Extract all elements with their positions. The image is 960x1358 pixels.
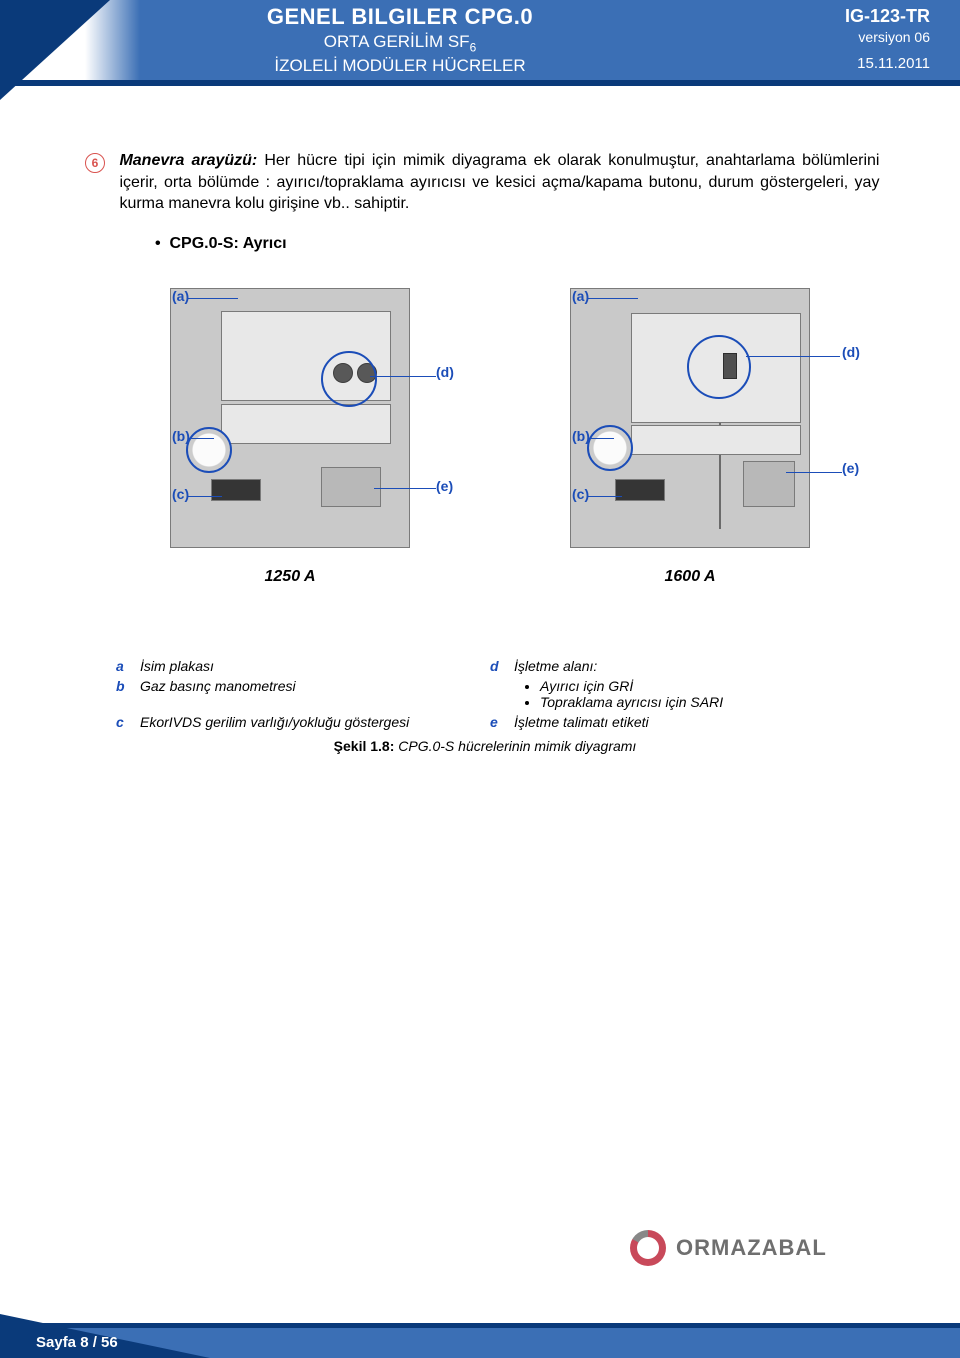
marker-c: (c) [572, 486, 589, 502]
leader-line [588, 298, 638, 299]
header-meta: IG-123-TR versiyon 06 15.11.2011 [845, 6, 930, 72]
instruction-label-box [321, 467, 381, 507]
logo-icon [630, 1230, 666, 1266]
brand-logo: ORMAZABAL [630, 1230, 827, 1266]
section-paragraph: Manevra arayüzü: Her hücre tipi için mim… [119, 150, 879, 215]
content-area: 6 Manevra arayüzü: Her hücre tipi için m… [85, 150, 885, 754]
marker-c: (c) [172, 486, 189, 502]
legend-subitem: Topraklama ayrıcısı için SARI [540, 694, 884, 710]
leader-line [188, 438, 214, 439]
legend-val: Gaz basınç manometresi [134, 676, 484, 712]
marker-b: (b) [172, 428, 190, 444]
operation-area-circle [687, 335, 751, 399]
marker-a: (a) [172, 288, 189, 304]
legend-subitem: Ayırıcı için GRİ [540, 678, 884, 694]
legend-row: b Gaz basınç manometresi Ayırıcı için GR… [110, 676, 890, 712]
marker-b: (b) [572, 428, 590, 444]
gauge-icon [186, 427, 232, 473]
operation-area-circle [321, 351, 377, 407]
mimic-mid-box [221, 404, 391, 444]
vds-indicator-box [211, 479, 261, 501]
header-underline [0, 80, 960, 86]
legend-row: c EkorIVDS gerilim varlığı/yokluğu göste… [110, 712, 890, 732]
marker-d: (d) [436, 364, 454, 380]
sub1-subscript: 6 [470, 40, 477, 54]
bullet-text: CPG.0-S: Ayrıcı [170, 235, 287, 252]
legend-key: c [110, 712, 134, 732]
legend-val: EkorIVDS gerilim varlığı/yokluğu gösterg… [134, 712, 484, 732]
legend-val: İşletme alanı: [508, 656, 890, 676]
doc-title: GENEL BILGILER CPG.0 [130, 4, 670, 30]
sub1-text: ORTA GERİLİM SF [324, 32, 470, 51]
leader-line [786, 472, 842, 473]
doc-code: IG-123-TR [845, 6, 930, 27]
figure-caption: Şekil 1.8: CPG.0-S hücrelerinin mimik di… [85, 738, 885, 754]
doc-subtitle-2: İZOLELİ MODÜLER HÜCRELER [130, 56, 670, 76]
para-lead: Manevra arayüzü: [119, 152, 257, 169]
page-number: Sayfa 8 / 56 [36, 1334, 118, 1351]
bullet-heading: • CPG.0-S: Ayrıcı [155, 235, 885, 253]
leader-line [588, 496, 622, 497]
mimic-mid-box [631, 425, 801, 455]
panel-1600a: (a) (b) (c) (d) (e) [560, 288, 820, 548]
marker-e: (e) [842, 460, 859, 476]
legend-key: b [110, 676, 134, 712]
panel-body-left [170, 288, 410, 548]
doc-date: 15.11.2011 [845, 55, 930, 72]
marker-e: (e) [436, 478, 453, 494]
legend-key: a [110, 656, 134, 676]
leader-line [370, 376, 436, 377]
diagram-container: (a) (b) (c) (d) (e) (a) (b) [85, 278, 885, 628]
figure-caption-bold: Şekil 1.8: [334, 738, 395, 754]
header-title-block: GENEL BILGILER CPG.0 ORTA GERİLİM SF6 İZ… [130, 4, 670, 76]
page-header: GENEL BILGILER CPG.0 ORTA GERİLİM SF6 İZ… [0, 0, 960, 100]
panel-body-right [570, 288, 810, 548]
gauge-icon [587, 425, 633, 471]
marker-a: (a) [572, 288, 589, 304]
page-footer: Sayfa 8 / 56 [0, 1314, 960, 1358]
figure-caption-italic: CPG.0-S hücrelerinin mimik diyagramı [394, 738, 636, 754]
legend-sublist: Ayırıcı için GRİ Topraklama ayrıcısı içi… [508, 676, 890, 712]
doc-subtitle-1: ORTA GERİLİM SF6 [130, 32, 670, 54]
doc-version: versiyon 06 [845, 29, 930, 45]
instruction-label-box [743, 461, 795, 507]
legend-val: İsim plakası [134, 656, 484, 676]
logo-text: ORMAZABAL [676, 1235, 827, 1261]
leader-line [188, 298, 238, 299]
leader-line [188, 496, 222, 497]
legend-table: a İsim plakası d İşletme alanı: b Gaz ba… [110, 656, 890, 732]
legend-val: İşletme talimatı etiketi [508, 712, 890, 732]
panel-caption-left: 1250 A [160, 568, 420, 586]
panel-caption-right: 1600 A [560, 568, 820, 586]
leader-line [374, 488, 436, 489]
legend-key: d [484, 656, 508, 676]
vds-indicator-box [615, 479, 665, 501]
leader-line [746, 356, 840, 357]
panel-1250a: (a) (b) (c) (d) (e) [160, 288, 420, 548]
leader-line [588, 438, 614, 439]
legend-key: e [484, 712, 508, 732]
marker-d: (d) [842, 344, 860, 360]
legend-row: a İsim plakası d İşletme alanı: [110, 656, 890, 676]
section-number-circle: 6 [85, 153, 105, 173]
